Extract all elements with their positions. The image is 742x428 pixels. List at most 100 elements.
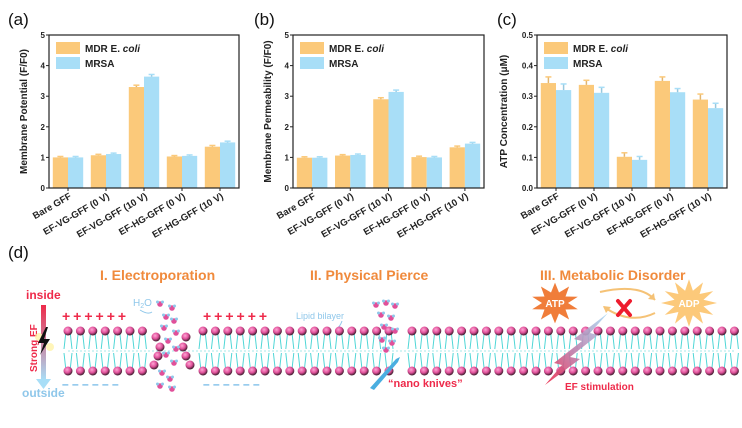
y-tick-label: 4 — [41, 62, 46, 71]
hydrogen-atom — [177, 329, 180, 333]
lipid — [137, 326, 147, 376]
lipid — [680, 326, 690, 376]
lipid — [506, 326, 516, 376]
hydrogen-atom — [396, 327, 399, 331]
adp-burst-icon: ADP — [661, 279, 717, 327]
bar — [594, 92, 610, 188]
lipid — [272, 326, 282, 376]
lipid — [88, 326, 98, 376]
y-axis-label: ATP Concentration (μM) — [499, 55, 510, 169]
water-molecule — [168, 304, 176, 311]
lipid-head — [469, 366, 479, 376]
hydrogen-atom — [168, 304, 171, 308]
bar — [464, 143, 481, 188]
hydrogen-atom — [387, 299, 390, 303]
lipid-head — [506, 326, 516, 336]
legend-swatch — [300, 42, 324, 54]
lipid-head — [297, 366, 307, 376]
lipid — [432, 326, 442, 376]
lipid-head — [667, 326, 677, 336]
ef-arrow-head — [36, 379, 51, 389]
legend-swatch — [56, 42, 80, 54]
lipid — [729, 326, 739, 376]
lipid — [322, 326, 332, 376]
water-molecule — [170, 317, 178, 324]
pore-lipid-head — [149, 360, 159, 370]
bar — [449, 147, 465, 188]
hydrogen-atom — [172, 329, 175, 333]
positive-charges-right: ++++++ — [203, 308, 270, 324]
lipid-head — [113, 366, 123, 376]
lipid-head — [372, 366, 382, 376]
legend-swatch — [56, 57, 80, 69]
lipid-head — [481, 366, 491, 376]
water-molecule — [388, 339, 396, 346]
lipid-head — [359, 366, 369, 376]
hydrogen-atom — [167, 351, 170, 355]
lipid-head — [125, 326, 135, 336]
hydrogen-atom — [387, 346, 390, 350]
hydrogen-atom — [161, 382, 164, 386]
y-tick-label: 1 — [285, 153, 290, 162]
lipid-head — [593, 366, 603, 376]
mechanism-diagram: I. Electroporation II. Physical Pierce I… — [22, 267, 739, 400]
lipid-head — [63, 326, 73, 336]
water-molecule — [172, 329, 180, 336]
lipid-head — [643, 366, 653, 376]
water-molecule — [156, 382, 164, 389]
water-label: H2O — [133, 298, 152, 310]
hydrogen-atom — [382, 299, 385, 303]
water-molecule — [170, 359, 178, 366]
lipid-head — [272, 366, 282, 376]
water-molecule — [162, 313, 170, 320]
hydrogen-atom — [383, 336, 386, 340]
lipid-head — [543, 366, 553, 376]
outside-label: outside — [22, 386, 65, 400]
hydrogen-atom — [396, 302, 399, 306]
water-molecule — [391, 302, 399, 309]
hydrogen-atom — [377, 311, 380, 315]
y-tick-label: 3 — [41, 92, 46, 101]
lipid — [655, 326, 665, 376]
bar — [106, 154, 122, 188]
lipid-head — [457, 326, 467, 336]
lipid-head — [198, 366, 208, 376]
bar — [388, 91, 404, 188]
bar — [182, 155, 198, 188]
adp-to-atp-arrowhead — [603, 306, 611, 313]
bar — [220, 142, 236, 188]
lipid-head — [605, 366, 615, 376]
atp-label: ATP — [545, 299, 565, 310]
lipid — [75, 326, 85, 376]
lipid-head — [100, 366, 110, 376]
legend-swatch — [544, 42, 568, 54]
lipid-head — [113, 326, 123, 336]
lipid — [630, 326, 640, 376]
water-molecule — [380, 323, 388, 330]
lipid-head — [88, 366, 98, 376]
y-tick-label: 0.2 — [522, 123, 534, 132]
water-molecule — [160, 324, 168, 331]
adp-label: ADP — [678, 299, 699, 310]
lipid-head — [568, 326, 578, 336]
water-molecule — [387, 314, 395, 321]
lipid — [618, 326, 628, 376]
lipid-head — [210, 366, 220, 376]
lipid — [494, 326, 504, 376]
water-molecule — [172, 345, 180, 352]
hydrogen-atom — [162, 313, 165, 317]
lipid-head — [210, 326, 220, 336]
x-tick-label: EF-HG-GFF (10 V) — [151, 191, 226, 241]
pore-lipid-head — [185, 360, 195, 370]
nano-knife-icon — [370, 357, 400, 390]
lipid — [444, 326, 454, 376]
hydrogen-atom — [391, 327, 394, 331]
bar — [312, 157, 328, 188]
lipid — [223, 326, 233, 376]
lightning-icon — [35, 327, 54, 355]
hydrogen-atom — [158, 369, 161, 373]
x-tick-label: EF-HG-GFF (10 V) — [395, 191, 470, 241]
lipid-head — [63, 366, 73, 376]
